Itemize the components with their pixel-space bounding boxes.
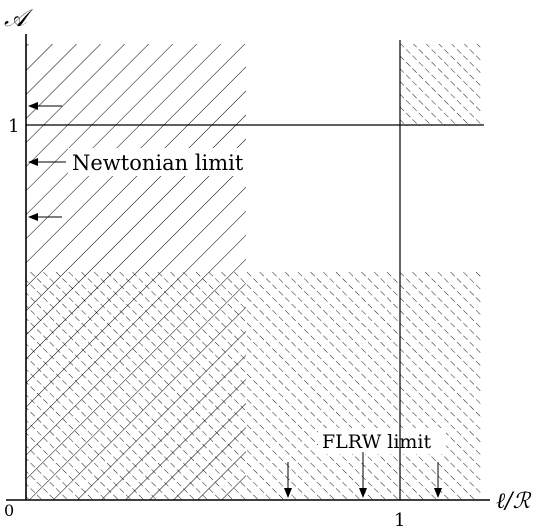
corner-region bbox=[400, 44, 482, 126]
flrw-region bbox=[26, 272, 482, 500]
newtonian-limit-label: Newtonian limit bbox=[72, 151, 244, 175]
x-axis-label: ℓ/ℛ bbox=[496, 489, 532, 514]
flrw-label-bg bbox=[318, 428, 446, 454]
flrw-limit-label: FLRW limit bbox=[322, 431, 432, 453]
origin-label: 0 bbox=[4, 501, 14, 520]
y-tick-label: 1 bbox=[8, 116, 19, 137]
newtonian-label-bg bbox=[68, 148, 246, 176]
x-tick-label: 1 bbox=[394, 510, 405, 529]
y-axis-label: 𝒜 bbox=[4, 4, 34, 32]
